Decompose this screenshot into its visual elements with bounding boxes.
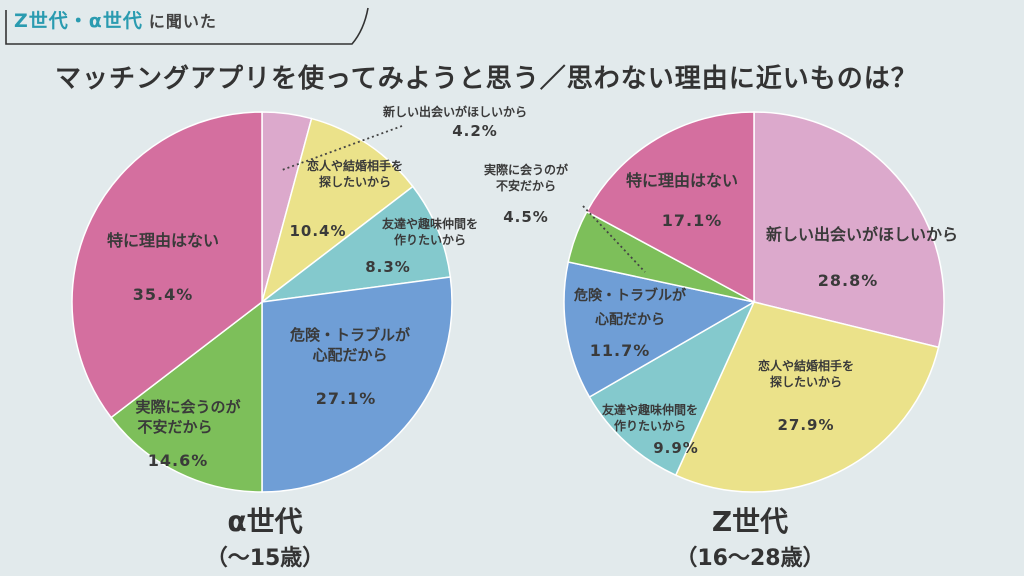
pie-slice: [110, 300, 263, 493]
pie-slice: [71, 111, 263, 419]
slice-label: 作りたいから: [394, 232, 466, 247]
pie-slice: [674, 301, 940, 493]
header-tag: Z世代・α世代 に聞いた: [14, 6, 217, 33]
slice-label: 危険・トラブルが: [573, 287, 687, 304]
slice-value-label: 8.3%: [365, 258, 411, 276]
pie-slice: [753, 111, 945, 349]
pie-slice: [261, 276, 453, 493]
slice-value-label: 14.6%: [148, 451, 209, 470]
slice-label: 特に理由はない: [626, 171, 738, 190]
chart-title-z: Z世代: [711, 505, 789, 538]
slice-label: 心配だから: [312, 346, 387, 364]
slice-label: 友達や趣味仲間を: [601, 402, 698, 417]
slice-value-label: 10.4%: [289, 222, 346, 240]
slice-value-label: 17.1%: [662, 211, 723, 230]
chart-title-alpha: α世代: [227, 505, 303, 538]
slice-label: 不安だから: [137, 418, 212, 436]
header-tag-frame: [5, 7, 369, 45]
slice-label: 探したいから: [319, 174, 391, 189]
slice-label: 新しい出会いがほしいから: [383, 104, 527, 119]
slice-label: 危険・トラブルが: [290, 326, 411, 344]
slice-value-label: 4.2%: [452, 122, 498, 140]
slice-value-label: 11.7%: [590, 341, 651, 360]
slice-label: 友達や趣味仲間を: [381, 216, 478, 231]
slice-value-label: 28.8%: [818, 271, 879, 290]
slice-label: 恋人や結婚相手を: [758, 358, 854, 373]
pie-slice: [585, 111, 755, 304]
header-generations: Z世代・α世代: [14, 10, 143, 32]
slice-value-label: 27.9%: [777, 416, 834, 434]
pie-slice: [259, 185, 452, 304]
slice-label: 特に理由はない: [107, 231, 219, 250]
slice-label: 実際に会うのが: [135, 398, 241, 416]
page-title: マッチングアプリを使ってみようと思う／思わない理由に近いものは？: [55, 64, 918, 94]
pie-slice: [260, 117, 414, 304]
leader-line: [582, 205, 646, 273]
slice-label: 探したいから: [770, 374, 842, 389]
slice-label: 不安だから: [496, 178, 556, 193]
leader-line: [281, 125, 403, 171]
pie-slice: [588, 300, 756, 477]
slice-label: 新しい出会いがほしいから: [766, 225, 958, 244]
chart-subtitle-z: （16〜28歳）: [675, 546, 825, 571]
slice-value-label: 27.1%: [316, 389, 377, 408]
slice-value-label: 4.5%: [503, 208, 549, 226]
slice-label: 心配だから: [595, 312, 665, 328]
pie-slice: [563, 261, 757, 399]
slice-label: 実際に会うのが: [484, 162, 568, 177]
header-suffix: に聞いた: [148, 12, 217, 31]
slice-value-label: 35.4%: [133, 285, 194, 304]
slice-value-label: 9.9%: [653, 439, 699, 457]
slice-label: 恋人や結婚相手を: [307, 158, 403, 173]
slice-label: 作りたいから: [614, 418, 686, 433]
chart-subtitle-alpha: （〜15歳）: [205, 546, 325, 571]
